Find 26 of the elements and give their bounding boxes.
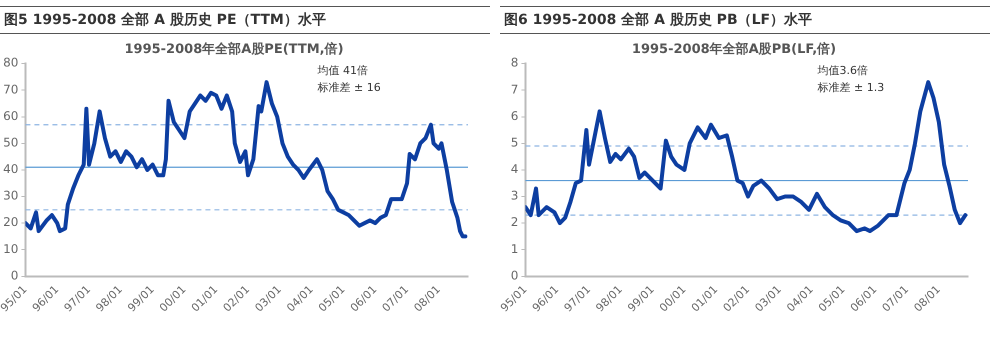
y-tick-label: 0 — [510, 268, 518, 282]
y-tick-label: 8 — [510, 56, 518, 70]
y-tick-label: 1 — [510, 242, 518, 256]
y-tick-label: 3 — [510, 188, 518, 203]
chart-subtitle: 1995-2008年全部A股PE(TTM,倍) — [124, 41, 344, 58]
y-tick-label: 50 — [3, 135, 18, 150]
y-tick-label: 20 — [3, 215, 18, 230]
y-tick-label: 10 — [3, 242, 18, 256]
y-tick-label: 40 — [3, 162, 18, 176]
y-tick-label: 7 — [510, 82, 518, 96]
y-tick-label: 30 — [3, 188, 18, 203]
chart-title: 图6 1995-2008 全部 A 股历史 PB（LF）水平 — [500, 6, 990, 34]
y-tick-label: 60 — [3, 108, 18, 123]
y-tick-label: 6 — [510, 108, 518, 123]
y-tick-label: 80 — [3, 56, 18, 70]
annotation: 标准差 ± 16 — [316, 80, 381, 94]
annotation: 均值 41倍 — [316, 64, 368, 77]
chart-subtitle: 1995-2008年全部A股PB(LF,倍) — [632, 41, 836, 58]
y-tick-label: 2 — [510, 215, 518, 230]
y-tick-label: 0 — [10, 268, 18, 282]
chart-title: 图5 1995-2008 全部 A 股历史 PE（TTM）水平 — [0, 6, 490, 34]
annotation: 均值3.6倍 — [816, 64, 868, 77]
y-tick-label: 5 — [510, 135, 518, 150]
y-tick-label: 4 — [510, 162, 518, 176]
annotation: 标准差 ± 1.3 — [816, 80, 884, 94]
y-tick-label: 70 — [3, 82, 18, 96]
